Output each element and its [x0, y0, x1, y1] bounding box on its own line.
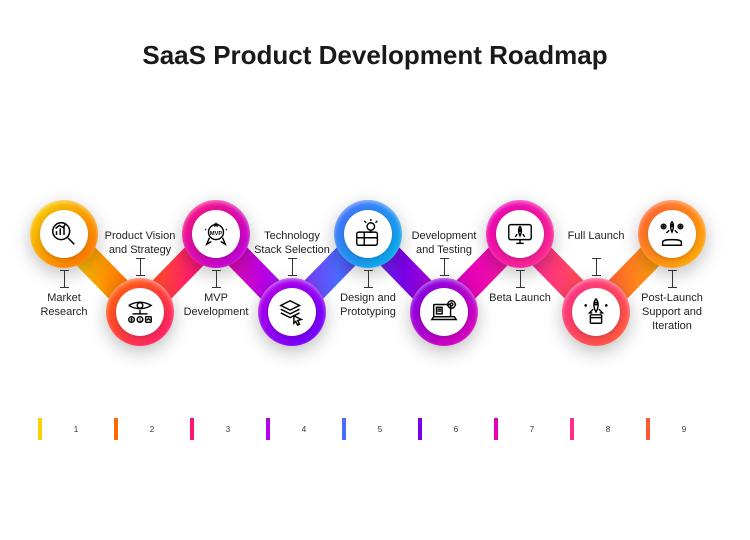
laptop-gear-icon — [420, 288, 468, 336]
roadmap-node-7 — [486, 200, 554, 268]
label-tick — [64, 270, 65, 288]
step-number: 6 — [454, 425, 458, 434]
label-tick — [140, 258, 141, 276]
roadmap-node-1 — [30, 200, 98, 268]
step-arrow-6: 6 — [418, 418, 490, 440]
roadmap-node-8 — [562, 278, 630, 346]
roadmap-node-3: MVP — [182, 200, 250, 268]
label-tick — [292, 258, 293, 276]
step-number: 3 — [226, 425, 230, 434]
step-arrow-7: 7 — [494, 418, 566, 440]
roadmap-label-4: Technology Stack Selection — [251, 230, 333, 258]
step-arrow-1: 1 — [38, 418, 110, 440]
step-number: 7 — [530, 425, 534, 434]
step-arrow-4: 4 — [266, 418, 338, 440]
label-tick — [672, 270, 673, 288]
label-tick — [520, 270, 521, 288]
roadmap-label-6: Development and Testing — [403, 230, 485, 258]
step-arrow-5: 5 — [342, 418, 414, 440]
svg-text:$: $ — [139, 317, 142, 322]
roadmap-label-9: Post-Launch Support and Iteration — [631, 292, 713, 333]
roadmap-label-1: Market Research — [23, 292, 105, 320]
step-number: 5 — [378, 425, 382, 434]
step-number: 4 — [302, 425, 306, 434]
mvp-badge-icon: MVP — [192, 210, 240, 258]
step-arrow-2: 2 — [114, 418, 186, 440]
roadmap-label-5: Design and Prototyping — [327, 292, 409, 320]
roadmap-node-6 — [410, 278, 478, 346]
roadmap: Market Research$Product Vision and Strat… — [30, 200, 720, 400]
eye-money-icon: $ — [116, 288, 164, 336]
label-tick — [368, 270, 369, 288]
step-number: 8 — [606, 425, 610, 434]
roadmap-label-8: Full Launch — [555, 230, 637, 244]
step-number: 9 — [682, 425, 686, 434]
step-number: 1 — [74, 425, 78, 434]
monitor-rocket-icon — [496, 210, 544, 258]
chart-magnify-icon — [40, 210, 88, 258]
rocket-box-icon — [572, 288, 620, 336]
svg-text:MVP: MVP — [210, 231, 222, 237]
roadmap-node-2: $ — [106, 278, 174, 346]
step-arrows: 1 2 3 4 5 6 7 8 9 — [38, 418, 718, 440]
hand-rocket-gears-icon — [648, 210, 696, 258]
layers-cursor-icon — [268, 288, 316, 336]
step-number: 2 — [150, 425, 154, 434]
page-title: SaaS Product Development Roadmap — [0, 40, 750, 71]
step-arrow-8: 8 — [570, 418, 642, 440]
label-tick — [596, 258, 597, 276]
roadmap-node-4 — [258, 278, 326, 346]
label-tick — [444, 258, 445, 276]
roadmap-node-9 — [638, 200, 706, 268]
step-arrow-9: 9 — [646, 418, 718, 440]
roadmap-node-5 — [334, 200, 402, 268]
roadmap-label-2: Product Vision and Strategy — [99, 230, 181, 258]
step-arrow-3: 3 — [190, 418, 262, 440]
blueprint-bulb-icon — [344, 210, 392, 258]
roadmap-label-3: MVP Development — [175, 292, 257, 320]
arrow-tip — [718, 418, 728, 440]
roadmap-label-7: Beta Launch — [479, 292, 561, 306]
label-tick — [216, 270, 217, 288]
